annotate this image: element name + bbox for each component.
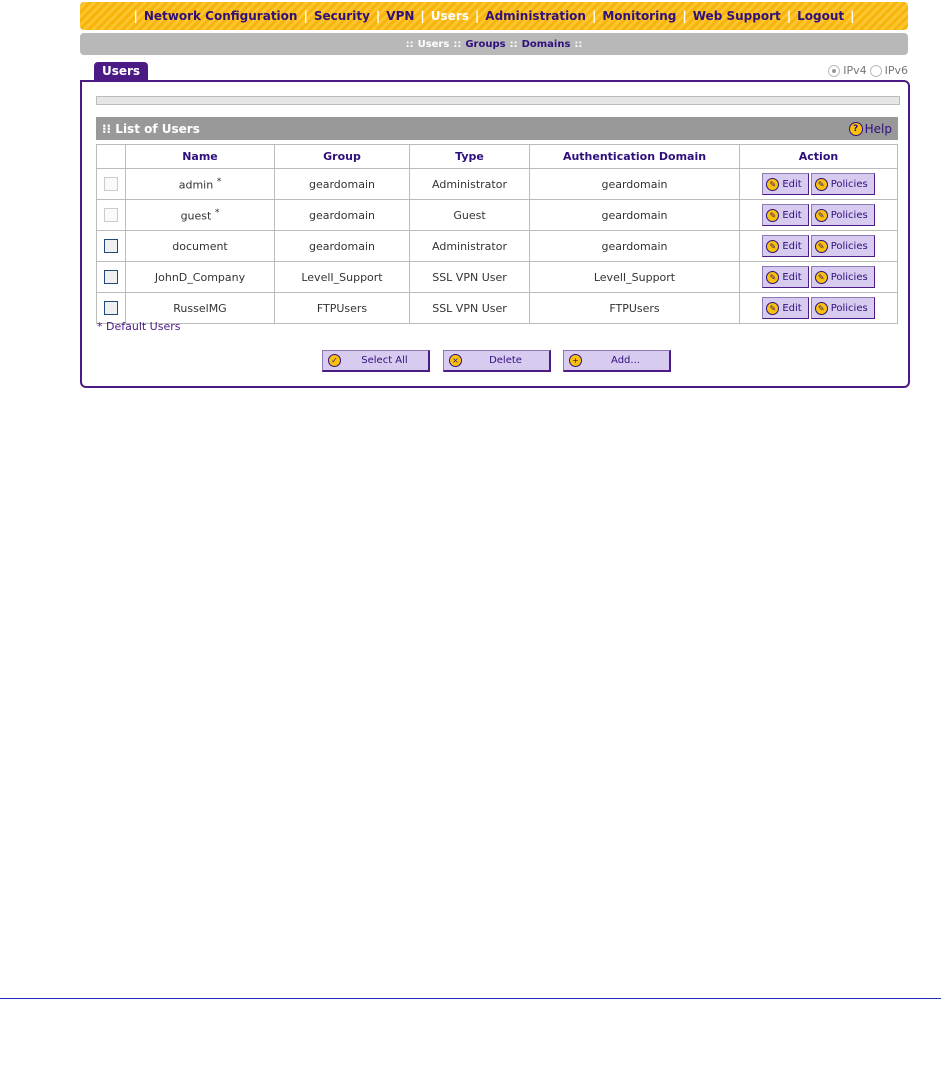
user-type: Guest — [409, 199, 530, 231]
row-checkbox[interactable] — [104, 239, 118, 253]
pencil-icon: ✎ — [814, 239, 828, 253]
edit-button[interactable]: ✎ Edit — [762, 204, 809, 226]
table-row: RusselMG FTPUsers SSL VPN User FTPUsers … — [96, 292, 898, 324]
user-group: geardomain — [274, 199, 410, 231]
add-icon: + — [569, 354, 582, 367]
subnav-item[interactable]: Groups — [465, 38, 506, 50]
user-name: RusselMG — [173, 301, 227, 315]
pencil-icon: ✎ — [814, 208, 828, 222]
column-header: Action — [739, 144, 898, 169]
user-domain: geardomain — [529, 230, 740, 262]
policies-button[interactable]: ✎ Policies — [810, 173, 875, 195]
user-name: guest — [180, 209, 212, 223]
user-name: JohnD_Company — [154, 270, 246, 284]
policies-button[interactable]: ✎ Policies — [810, 297, 875, 319]
pencil-icon: ✎ — [766, 177, 780, 191]
nav-item[interactable]: Monitoring — [602, 9, 677, 23]
status-bar — [96, 96, 900, 105]
user-domain: LevelI_Support — [529, 261, 740, 293]
edit-button[interactable]: ✎ Edit — [762, 297, 809, 319]
policies-button[interactable]: ✎ Policies — [810, 235, 875, 257]
table-row: document geardomain Administrator geardo… — [96, 230, 898, 262]
edit-button[interactable]: ✎ Edit — [762, 173, 809, 195]
check-icon: ✓ — [328, 354, 341, 367]
policies-button[interactable]: ✎ Policies — [810, 266, 875, 288]
default-marker: * — [216, 176, 222, 188]
nav-item[interactable]: Security — [313, 9, 370, 23]
select-column-header — [96, 144, 126, 169]
nav-item[interactable]: Web Support — [692, 9, 781, 23]
nav-item[interactable]: Network Configuration — [143, 9, 298, 23]
nav-item[interactable]: Logout — [797, 9, 845, 23]
row-checkbox[interactable] — [104, 301, 118, 315]
ipv6-label: IPv6 — [884, 64, 908, 77]
user-domain: geardomain — [529, 168, 740, 200]
column-header: Authentication Domain — [529, 144, 740, 169]
column-header: Type — [409, 144, 530, 169]
edit-button[interactable]: ✎ Edit — [762, 235, 809, 257]
user-group: geardomain — [274, 230, 410, 262]
pencil-icon: ✎ — [814, 301, 828, 315]
help-icon: ? — [848, 121, 863, 136]
policies-button[interactable]: ✎ Policies — [810, 204, 875, 226]
edit-button[interactable]: ✎ Edit — [762, 266, 809, 288]
add-button[interactable]: + Add... — [563, 350, 671, 372]
default-users-note: * Default Users — [97, 320, 181, 333]
delete-button[interactable]: × Delete — [443, 350, 551, 372]
user-name: admin — [178, 178, 214, 192]
user-domain: geardomain — [529, 199, 740, 231]
column-header: Name — [125, 144, 275, 169]
ipv4-label: IPv4 — [843, 64, 867, 77]
sub-nav: :: Users:: Groups:: Domains:: — [80, 33, 908, 55]
user-name: document — [172, 239, 228, 253]
user-domain: FTPUsers — [529, 292, 740, 324]
row-checkbox[interactable] — [104, 270, 118, 284]
row-checkbox — [104, 208, 118, 222]
column-header: Group — [274, 144, 410, 169]
pencil-icon: ✎ — [766, 301, 780, 315]
user-type: Administrator — [409, 230, 530, 262]
footer-divider — [0, 998, 941, 999]
row-checkbox — [104, 177, 118, 191]
ipv6-radio[interactable] — [869, 64, 882, 77]
pencil-icon: ✎ — [814, 270, 828, 284]
table-row: JohnD_Company LevelI_Support SSL VPN Use… — [96, 261, 898, 293]
user-type: SSL VPN User — [409, 261, 530, 293]
pencil-icon: ✎ — [766, 239, 780, 253]
ipv4-radio[interactable] — [828, 64, 841, 77]
user-type: Administrator — [409, 168, 530, 200]
subnav-item[interactable]: Users — [417, 38, 450, 50]
users-panel — [80, 80, 910, 388]
subnav-item[interactable]: Domains — [521, 38, 571, 50]
table-row: admin * geardomain Administrator geardom… — [96, 168, 898, 200]
list-header: ⁝⁝ List of Users ? Help — [96, 117, 898, 140]
user-group: FTPUsers — [274, 292, 410, 324]
users-table: Name Group Type Authentication Domain Ac… — [96, 144, 898, 324]
list-title: ⁝⁝ List of Users — [102, 121, 200, 136]
pencil-icon: ✎ — [766, 270, 780, 284]
tab-users[interactable]: Users — [94, 62, 148, 81]
table-row: guest * geardomain Guest geardomain ✎ Edi… — [96, 199, 898, 231]
select-all-button[interactable]: ✓ Select All — [322, 350, 430, 372]
pencil-icon: ✎ — [766, 208, 780, 222]
main-nav: | Network Configuration | Security | VPN | User… — [80, 2, 908, 30]
ip-version-selector: IPv4 IPv6 — [828, 64, 908, 77]
default-marker: * — [214, 207, 220, 219]
pencil-icon: ✎ — [814, 177, 828, 191]
user-type: SSL VPN User — [409, 292, 530, 324]
user-group: geardomain — [274, 168, 410, 200]
help-link[interactable]: ? Help — [848, 121, 892, 136]
delete-icon: × — [449, 354, 462, 367]
nav-item[interactable]: Administration — [485, 9, 586, 23]
user-group: LevelI_Support — [274, 261, 410, 293]
nav-item[interactable]: VPN — [386, 9, 415, 23]
nav-item[interactable]: Users — [430, 9, 469, 23]
